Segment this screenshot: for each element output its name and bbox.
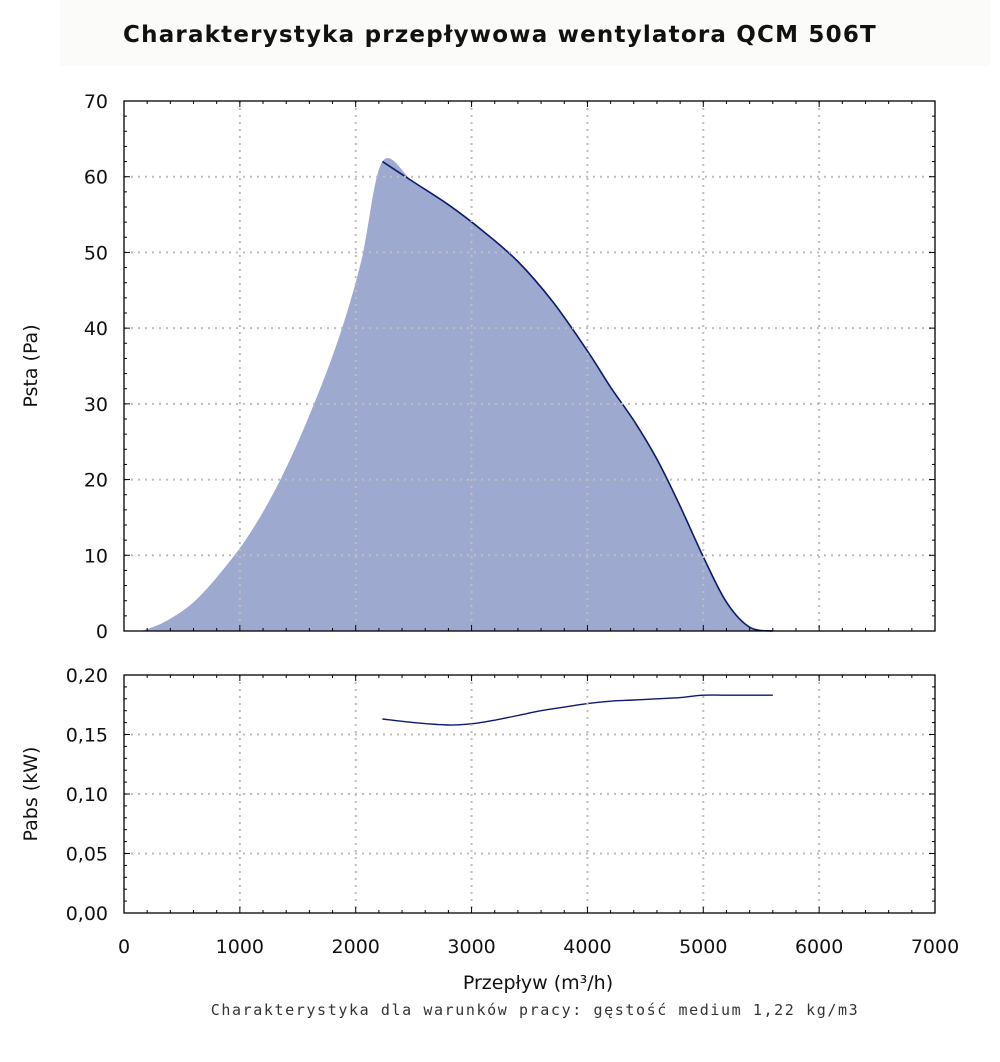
ytick-label-power-2: 0,10 bbox=[66, 784, 108, 806]
ytick-label-power-3: 0,15 bbox=[66, 725, 108, 747]
plot-frame-pressure bbox=[123, 100, 936, 632]
ylabel-power: Pabs (kW) bbox=[20, 747, 42, 842]
area-outline-pressure bbox=[381, 160, 773, 632]
plot-frame-power bbox=[123, 674, 936, 914]
ytick-label-power-4: 0,20 bbox=[66, 665, 108, 687]
ytick-label-power-1: 0,05 bbox=[66, 844, 108, 866]
xtick-label-5000: 5000 bbox=[679, 936, 727, 958]
ytick-label-pressure-1: 10 bbox=[84, 545, 108, 567]
ytick-label-pressure-4: 40 bbox=[84, 318, 108, 340]
title-band bbox=[60, 0, 990, 66]
xtick-label-1000: 1000 bbox=[216, 936, 264, 958]
xtick-label-3000: 3000 bbox=[447, 936, 495, 958]
series-line-pabs bbox=[382, 694, 773, 726]
ytick-label-pressure-2: 20 bbox=[84, 470, 108, 492]
ytick-label-pressure-5: 50 bbox=[84, 242, 108, 264]
area-fill-pressure bbox=[141, 158, 773, 632]
xtick-label-7000: 7000 bbox=[911, 936, 959, 958]
ytick-label-pressure-7: 70 bbox=[84, 91, 108, 113]
ytick-label-power-0: 0,00 bbox=[66, 903, 108, 925]
chart-title: Charakterystyka przepływowa wentylatora … bbox=[123, 22, 877, 48]
ytick-label-pressure-6: 60 bbox=[84, 167, 108, 189]
xtick-label-6000: 6000 bbox=[795, 936, 843, 958]
xlabel: Przepływ (m³/h) bbox=[463, 972, 613, 994]
ytick-label-pressure-3: 30 bbox=[84, 394, 108, 416]
ytick-label-pressure-0: 0 bbox=[96, 621, 108, 643]
xtick-label-0: 0 bbox=[118, 936, 130, 958]
xtick-label-4000: 4000 bbox=[563, 936, 611, 958]
ylabel-pressure: Psta (Pa) bbox=[20, 324, 42, 407]
xtick-label-2000: 2000 bbox=[332, 936, 380, 958]
chart-footnote: Charakterystyka dla warunków pracy: gęst… bbox=[210, 1001, 860, 1019]
